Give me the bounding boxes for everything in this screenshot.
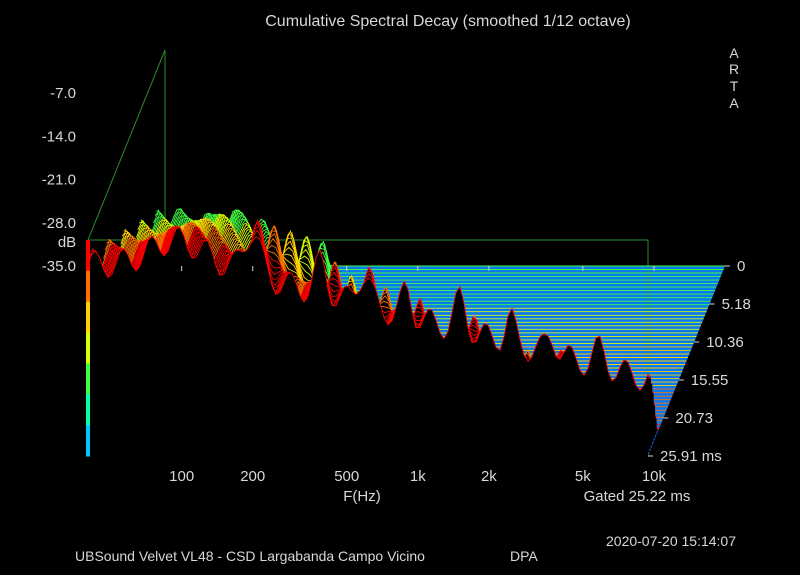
- brand-letter: T: [730, 78, 739, 94]
- brand-letter: A: [729, 95, 739, 111]
- datetime-label: 2020-07-20 15:14:07: [606, 533, 736, 549]
- decay-slice: [147, 213, 708, 309]
- z-tick-label: 5.18: [722, 296, 751, 313]
- z-tick-label: 25.91 ms: [660, 448, 722, 465]
- frame-edge: [87, 49, 166, 241]
- x-tick-label: 10k: [642, 468, 667, 485]
- arta-brand: A R T A: [729, 45, 739, 111]
- colour-scale-band: [86, 394, 90, 426]
- device-label: UBSound Velvet VL48 - CSD Largabanda Cam…: [75, 548, 425, 564]
- mic-label: DPA: [510, 548, 538, 564]
- x-tick-label: 500: [334, 468, 359, 485]
- brand-letter: A: [729, 45, 739, 61]
- x-tick-label: 2k: [481, 468, 497, 485]
- z-tick-label: 0: [737, 258, 745, 275]
- y-axis-label: dB: [58, 234, 76, 251]
- decay-slice: [87, 226, 649, 392]
- colour-scale-band: [86, 425, 90, 457]
- colour-scale-band: [86, 332, 90, 364]
- z-tick-label: 15.55: [691, 372, 729, 389]
- x-tick-label: 100: [169, 468, 194, 485]
- chart-title: Cumulative Spectral Decay (smoothed 1/12…: [265, 13, 631, 30]
- colour-scale-band: [86, 363, 90, 395]
- x-tick-label: 1k: [410, 468, 426, 485]
- colour-scale-band: [86, 270, 90, 303]
- z-tick-label: 20.73: [675, 410, 713, 427]
- y-tick-label: -35.0: [42, 258, 76, 275]
- y-tick-label: -21.0: [42, 172, 76, 189]
- z-tick-label: 10.36: [706, 334, 744, 351]
- axis-layer: -7.0 -14.0 -21.0 -28.0 -35.0 100 200 500 1k 2k 5k 1…: [42, 85, 751, 485]
- colour-scale-bar: [86, 240, 90, 457]
- decay-slices: [87, 208, 725, 456]
- decay-slice: [150, 213, 711, 302]
- slice-mask: [88, 227, 648, 456]
- decay-slice: [148, 214, 710, 306]
- decay-slice: [151, 213, 713, 299]
- y-tick-label: -14.0: [42, 128, 76, 145]
- colour-scale-band: [86, 301, 90, 334]
- x-tick-label: 200: [240, 468, 265, 485]
- colour-scale-band: [86, 240, 90, 272]
- y-tick-label: -7.0: [50, 85, 76, 102]
- x-tick-label: 5k: [575, 468, 591, 485]
- y-tick-label: -28.0: [42, 215, 76, 232]
- x-axis-label: F(Hz): [343, 488, 381, 505]
- gated-label: Gated 25.22 ms: [584, 488, 691, 505]
- brand-letter: R: [729, 61, 739, 77]
